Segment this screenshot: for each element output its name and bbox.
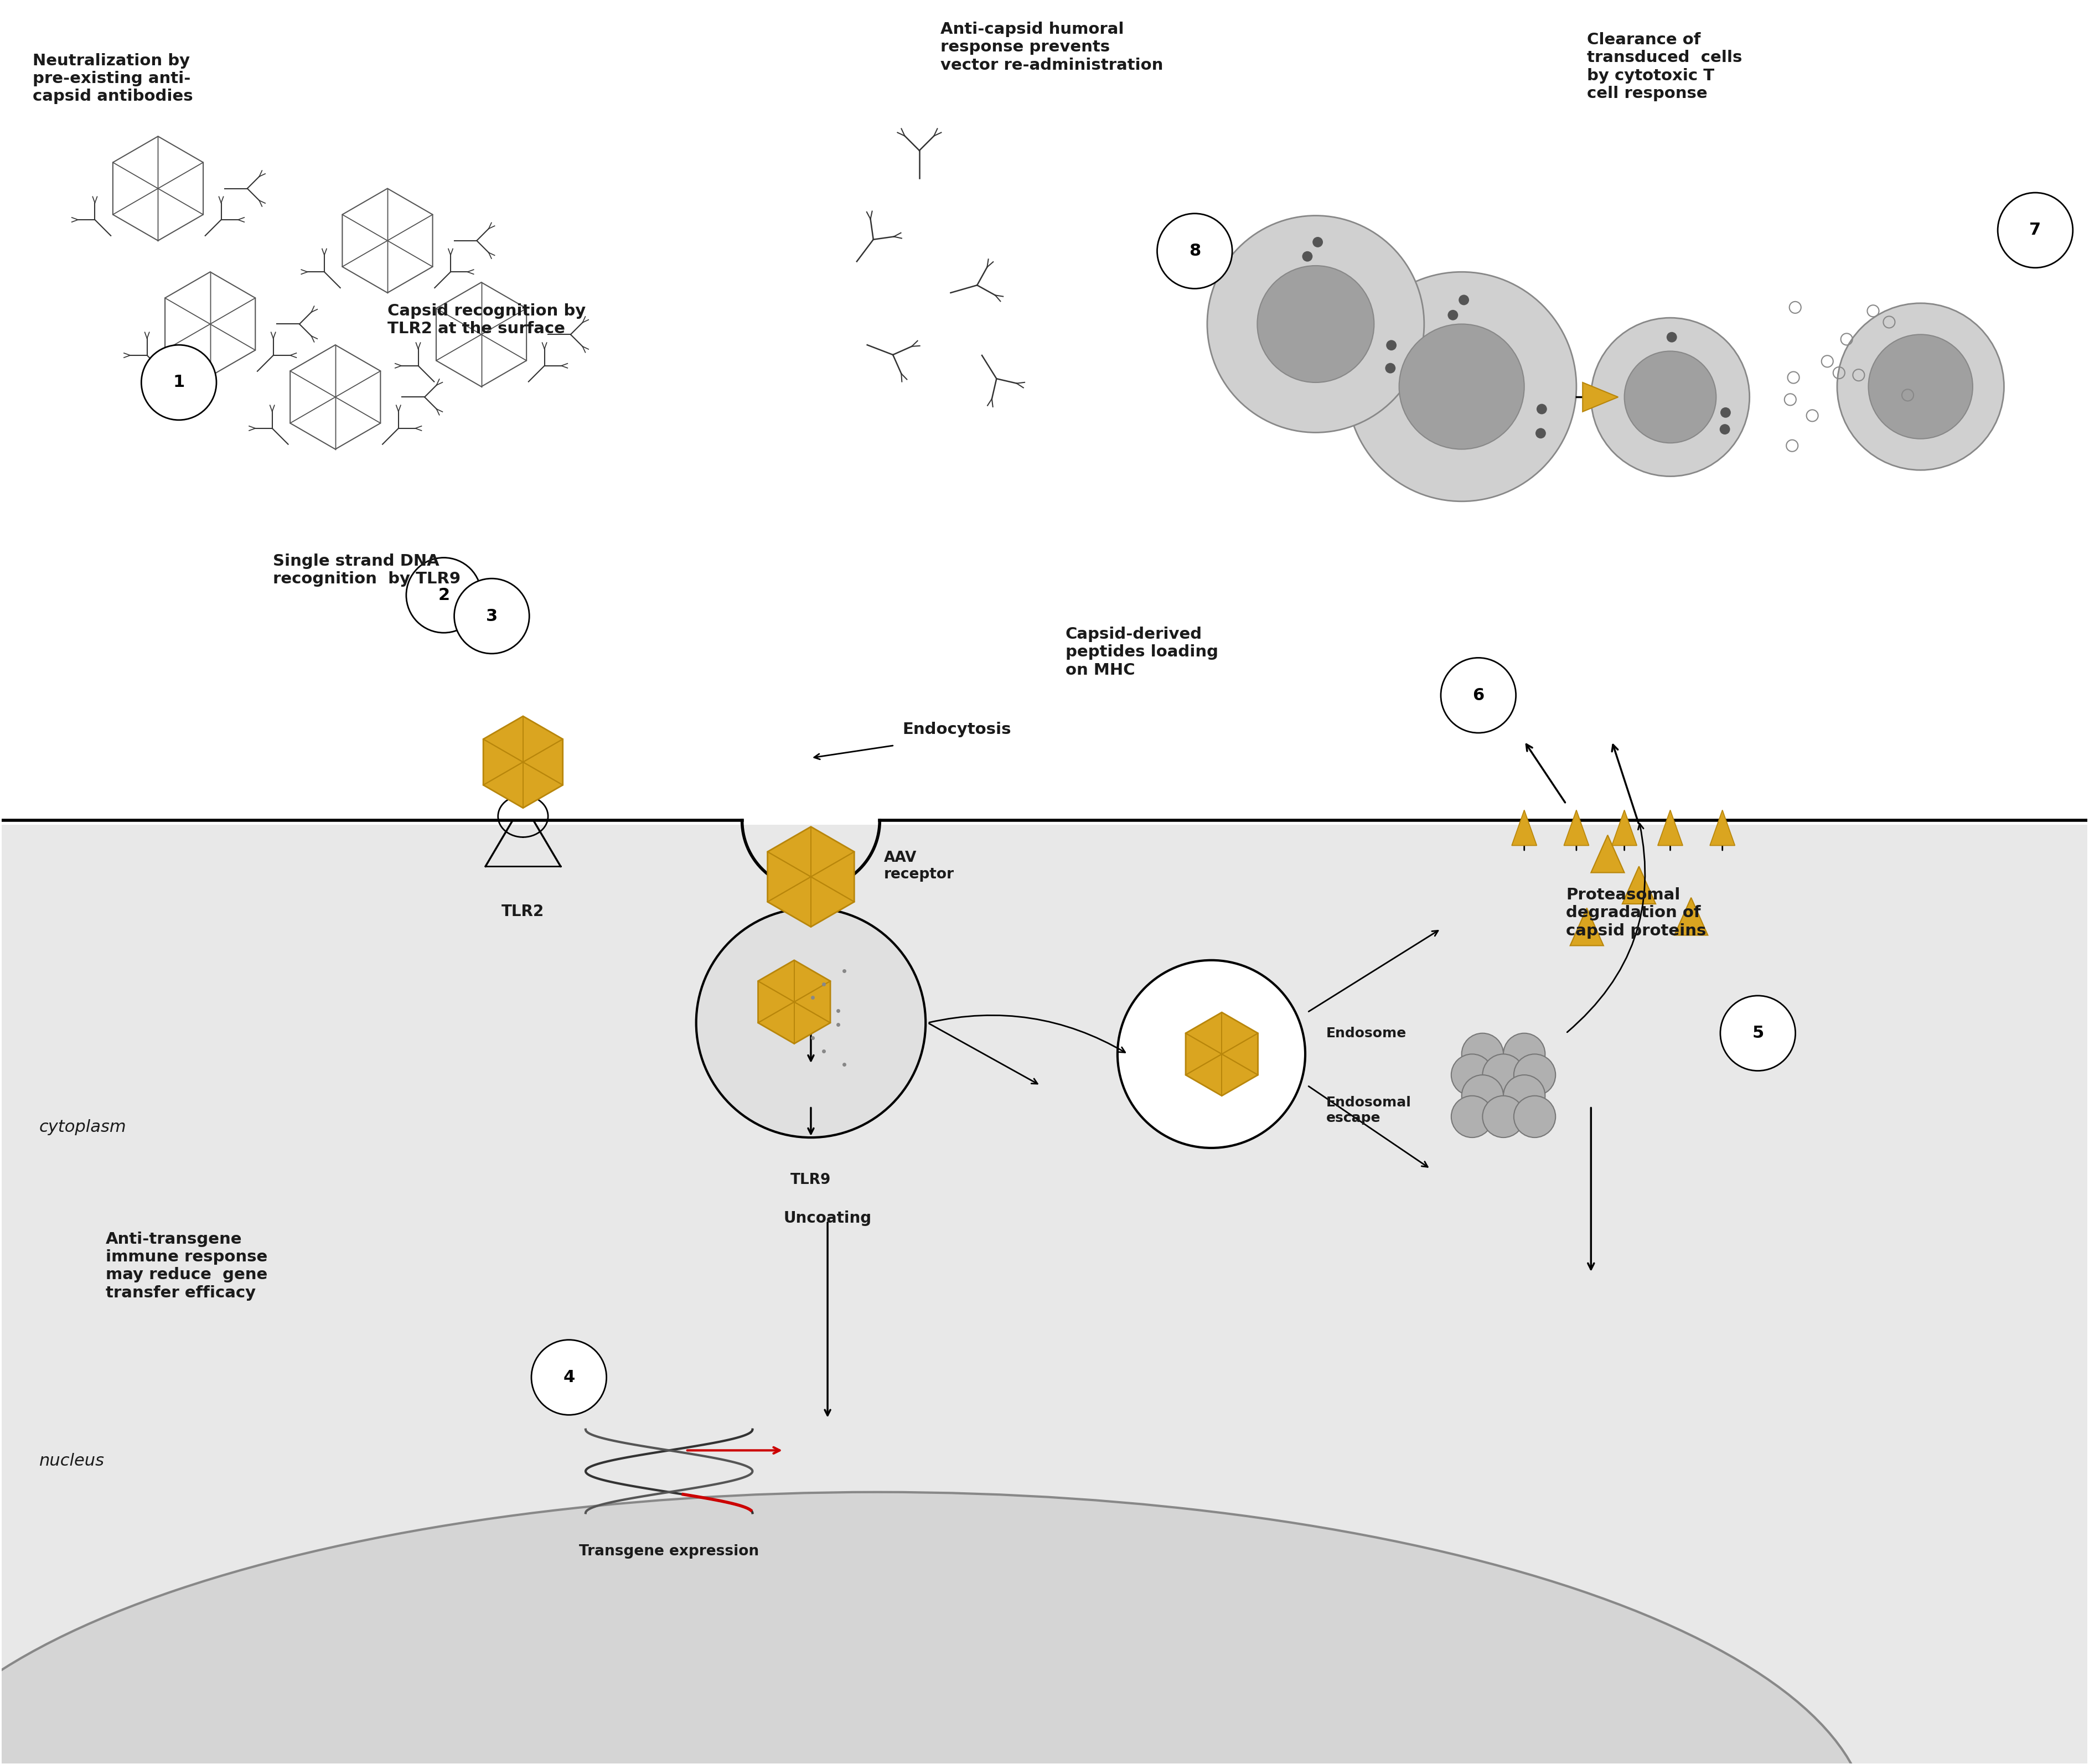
Polygon shape bbox=[1187, 1013, 1258, 1095]
Circle shape bbox=[1118, 960, 1306, 1148]
Polygon shape bbox=[1583, 383, 1619, 411]
Circle shape bbox=[405, 557, 480, 633]
Circle shape bbox=[1504, 1074, 1546, 1117]
Circle shape bbox=[1448, 310, 1458, 321]
Polygon shape bbox=[1711, 810, 1736, 845]
Circle shape bbox=[1515, 1095, 1556, 1138]
Circle shape bbox=[1207, 215, 1425, 432]
Polygon shape bbox=[1659, 810, 1684, 845]
Circle shape bbox=[1258, 266, 1375, 383]
Text: Anti-transgene
immune response
may reduce  gene
transfer efficacy: Anti-transgene immune response may reduc… bbox=[107, 1231, 267, 1300]
Circle shape bbox=[1483, 1055, 1525, 1095]
Circle shape bbox=[1719, 423, 1730, 434]
Circle shape bbox=[1997, 192, 2072, 268]
Text: Single strand DNA
recognition  by TLR9: Single strand DNA recognition by TLR9 bbox=[274, 554, 460, 587]
Circle shape bbox=[1836, 303, 2003, 469]
Text: cytoplasm: cytoplasm bbox=[40, 1118, 125, 1134]
Text: 3: 3 bbox=[487, 609, 497, 624]
Text: 1: 1 bbox=[173, 374, 184, 390]
Circle shape bbox=[1721, 995, 1794, 1071]
Text: Proteasomal
degradation of
capsid proteins: Proteasomal degradation of capsid protei… bbox=[1567, 887, 1707, 938]
Text: Capsid recognition by
TLR2 at the surface: Capsid recognition by TLR2 at the surfac… bbox=[386, 303, 585, 337]
Circle shape bbox=[696, 908, 925, 1138]
Circle shape bbox=[1385, 363, 1395, 374]
Polygon shape bbox=[1571, 908, 1604, 946]
Circle shape bbox=[1157, 213, 1233, 289]
Text: Endosomal
escape: Endosomal escape bbox=[1327, 1095, 1412, 1124]
Text: Capsid-derived
peptides loading
on MHC: Capsid-derived peptides loading on MHC bbox=[1065, 626, 1218, 677]
Circle shape bbox=[1462, 1034, 1504, 1074]
Circle shape bbox=[1347, 272, 1577, 501]
Polygon shape bbox=[1623, 866, 1657, 903]
Polygon shape bbox=[113, 136, 203, 240]
FancyBboxPatch shape bbox=[2, 824, 2087, 1764]
Text: Neutralization by
pre-existing anti-
capsid antibodies: Neutralization by pre-existing anti- cap… bbox=[33, 53, 192, 104]
Polygon shape bbox=[767, 827, 854, 926]
Text: Clearance of
transduced  cells
by cytotoxic T
cell response: Clearance of transduced cells by cytotox… bbox=[1588, 32, 1742, 101]
Polygon shape bbox=[1613, 810, 1638, 845]
Circle shape bbox=[142, 346, 217, 420]
Text: nucleus: nucleus bbox=[40, 1454, 104, 1469]
Circle shape bbox=[1458, 295, 1469, 305]
Circle shape bbox=[1441, 658, 1517, 732]
Circle shape bbox=[1462, 1074, 1504, 1117]
Text: Endocytosis: Endocytosis bbox=[902, 721, 1011, 737]
Circle shape bbox=[1535, 429, 1546, 439]
Text: 6: 6 bbox=[1473, 688, 1485, 704]
Polygon shape bbox=[1565, 810, 1590, 845]
Text: Endosome: Endosome bbox=[1327, 1027, 1406, 1039]
Circle shape bbox=[1667, 332, 1677, 342]
Polygon shape bbox=[290, 346, 380, 450]
Circle shape bbox=[1538, 404, 1548, 415]
Text: Uncoating: Uncoating bbox=[783, 1210, 871, 1226]
Text: TLR9: TLR9 bbox=[790, 1173, 831, 1187]
Circle shape bbox=[1452, 1055, 1494, 1095]
Circle shape bbox=[1504, 1034, 1546, 1074]
Polygon shape bbox=[1592, 834, 1625, 873]
Text: 5: 5 bbox=[1753, 1025, 1763, 1041]
Text: Anti-capsid humoral
response prevents
vector re-administration: Anti-capsid humoral response prevents ve… bbox=[940, 21, 1164, 72]
Text: 7: 7 bbox=[2028, 222, 2041, 238]
Circle shape bbox=[1868, 335, 1972, 439]
Circle shape bbox=[1592, 318, 1748, 476]
Polygon shape bbox=[165, 272, 255, 376]
Polygon shape bbox=[1512, 810, 1538, 845]
Circle shape bbox=[453, 579, 529, 654]
Circle shape bbox=[1387, 340, 1398, 351]
Polygon shape bbox=[483, 716, 562, 808]
Circle shape bbox=[1400, 325, 1525, 450]
Circle shape bbox=[1721, 407, 1732, 418]
Ellipse shape bbox=[0, 1492, 1868, 1764]
Text: 4: 4 bbox=[564, 1369, 574, 1385]
Circle shape bbox=[1483, 1095, 1525, 1138]
Circle shape bbox=[1625, 351, 1717, 443]
FancyBboxPatch shape bbox=[2, 0, 2087, 824]
Circle shape bbox=[531, 1341, 606, 1415]
Text: AAV
receptor: AAV receptor bbox=[884, 850, 955, 882]
Circle shape bbox=[1515, 1055, 1556, 1095]
Polygon shape bbox=[343, 189, 432, 293]
Circle shape bbox=[1312, 236, 1322, 247]
Text: 2: 2 bbox=[439, 587, 449, 603]
Polygon shape bbox=[1675, 898, 1709, 935]
Polygon shape bbox=[758, 960, 829, 1044]
Circle shape bbox=[1452, 1095, 1494, 1138]
Polygon shape bbox=[437, 282, 526, 386]
Text: Transgene expression: Transgene expression bbox=[579, 1544, 758, 1559]
Text: TLR2: TLR2 bbox=[501, 903, 545, 919]
Circle shape bbox=[1301, 250, 1312, 261]
Text: 8: 8 bbox=[1189, 243, 1201, 259]
